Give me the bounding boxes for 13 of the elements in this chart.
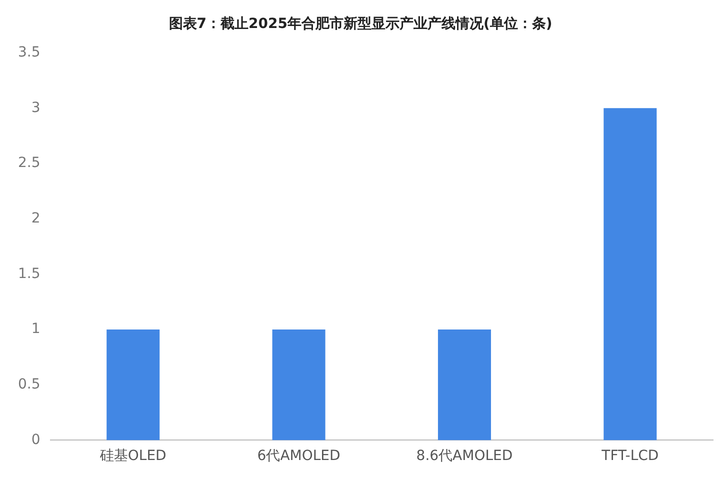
- y-tick-label: 2.5: [18, 155, 40, 172]
- x-tick-label: 8.6代AMOLED: [416, 448, 513, 464]
- y-tick-label: 3.5: [18, 44, 40, 60]
- x-tick-label: 硅基OLED: [98, 448, 166, 464]
- y-tick-label: 1: [31, 321, 40, 338]
- y-tick-label: 2: [31, 210, 40, 226]
- y-tick-label: 3: [31, 100, 40, 116]
- x-tick-label: 6代AMOLED: [257, 448, 340, 464]
- x-tick-label: TFT-LCD: [600, 448, 659, 464]
- y-tick-label: 1.5: [18, 266, 40, 282]
- y-tick-label: 0.5: [18, 376, 40, 392]
- y-tick-label: 0: [31, 432, 40, 448]
- chart-title: 图表7：截止2025年合肥市新型显示产业产线情况(单位：条): [168, 15, 552, 32]
